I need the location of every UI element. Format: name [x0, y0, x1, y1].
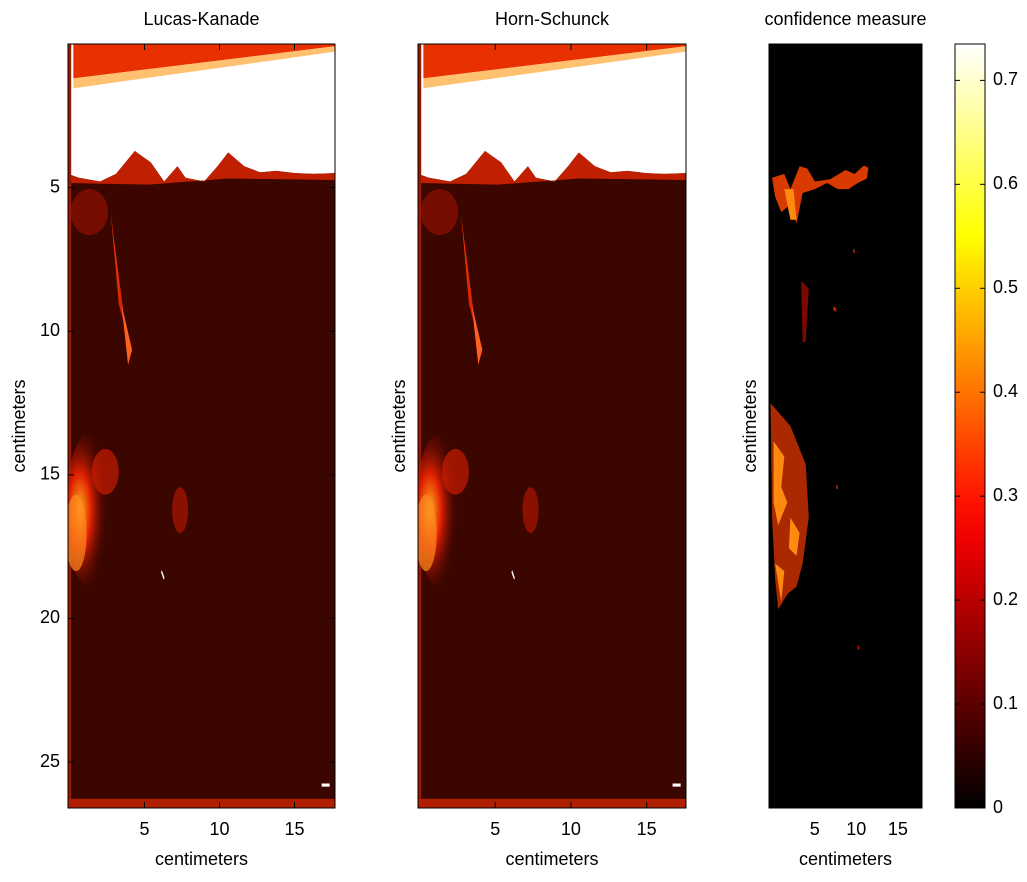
x-tick-label: 15: [637, 819, 657, 839]
colorbar-tick-label: 0.1: [993, 693, 1018, 713]
x-tick-label: 10: [561, 819, 581, 839]
plot-frame: [417, 43, 687, 809]
plot-frame: [67, 43, 336, 809]
y-tick-label: 10: [40, 320, 60, 340]
x-axis-label: centimeters: [155, 849, 248, 869]
colorbar-tick-label: 0.6: [993, 173, 1018, 193]
colorbar: [954, 43, 986, 809]
x-tick-label: 10: [209, 819, 229, 839]
x-tick-label: 15: [888, 819, 908, 839]
plot-frame: [768, 43, 923, 809]
y-tick-label: 20: [40, 607, 60, 627]
y-tick-label: 5: [50, 176, 60, 196]
colorbar-tick-label: 0: [993, 797, 1003, 817]
x-tick-label: 5: [139, 819, 149, 839]
x-axis-label: centimeters: [505, 849, 598, 869]
panel-title: Lucas-Kanade: [143, 9, 259, 29]
x-tick-label: 10: [846, 819, 866, 839]
panel-title: confidence measure: [764, 9, 926, 29]
x-tick-label: 5: [490, 819, 500, 839]
y-tick-label: 25: [40, 751, 60, 771]
y-axis-label: centimeters: [389, 379, 409, 472]
x-tick-label: 15: [284, 819, 304, 839]
colorbar-tick-label: 0.5: [993, 277, 1018, 297]
x-axis-label: centimeters: [799, 849, 892, 869]
colorbar-tick-label: 0.7: [993, 69, 1018, 89]
colorbar-tick-label: 0.2: [993, 589, 1018, 609]
y-axis-label: centimeters: [9, 379, 29, 472]
y-tick-label: 15: [40, 464, 60, 484]
x-tick-label: 5: [810, 819, 820, 839]
y-axis-label: centimeters: [740, 379, 760, 472]
colorbar-tick-label: 0.4: [993, 381, 1018, 401]
colorbar-tick-label: 0.3: [993, 485, 1018, 505]
panel-title: Horn-Schunck: [495, 9, 610, 29]
